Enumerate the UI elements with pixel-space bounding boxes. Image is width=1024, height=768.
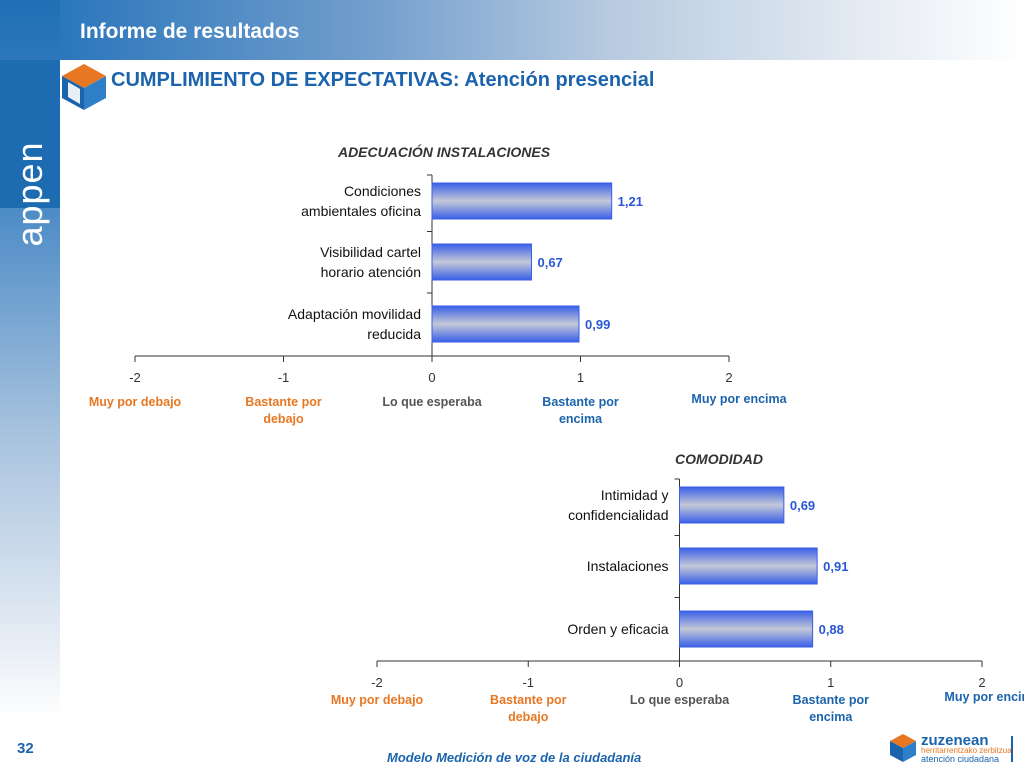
bar xyxy=(679,486,785,524)
category-label: Orden y eficacia xyxy=(567,621,668,637)
category-label: horario atención xyxy=(321,264,421,280)
data-label: 0,99 xyxy=(585,317,610,332)
zuzenean-brand-divider xyxy=(1011,736,1013,762)
scale-label: Bastante por xyxy=(490,693,567,707)
scale-label: debajo xyxy=(263,412,304,426)
scale-label: Muy por debajo xyxy=(331,693,424,707)
header-title: Informe de resultados xyxy=(80,20,300,43)
tick-label: 0 xyxy=(428,370,435,385)
category-label: Visibilidad cartel xyxy=(320,244,421,260)
tick-label: -2 xyxy=(129,370,141,385)
chart-title: COMODIDAD xyxy=(675,451,763,467)
bar xyxy=(431,182,613,220)
zuzenean-brand-line-1: herritarrentzako zerbitzua xyxy=(921,746,1012,755)
bar xyxy=(431,305,580,343)
tick-label: 2 xyxy=(725,370,732,385)
scale-label: debajo xyxy=(508,710,549,724)
scale-label: Muy por encima xyxy=(944,690,1024,704)
tick-label: 2 xyxy=(978,675,985,690)
bar xyxy=(431,243,532,281)
category-label: Condiciones xyxy=(344,183,421,199)
data-label: 0,88 xyxy=(819,622,844,637)
category-label: ambientales oficina xyxy=(301,203,421,219)
slide-title: CUMPLIMIENTO DE EXPECTATIVAS: Atención p… xyxy=(111,69,655,91)
data-label: 0,69 xyxy=(790,498,815,513)
scale-label: encima xyxy=(559,412,603,426)
header-band xyxy=(0,0,1024,60)
scale-label: Bastante por xyxy=(542,395,619,409)
zuzenean-brand-line-2: atención ciudadana xyxy=(921,754,1000,764)
category-label: reducida xyxy=(367,326,421,342)
page-number: 32 xyxy=(17,740,34,757)
scale-label: Bastante por xyxy=(793,693,870,707)
scale-label: Muy por debajo xyxy=(89,395,182,409)
category-label: Intimidad y xyxy=(601,487,669,503)
zuzenean-cube-icon xyxy=(890,734,916,762)
data-label: 0,91 xyxy=(823,559,848,574)
category-label: Instalaciones xyxy=(587,558,669,574)
scale-label: Lo que esperaba xyxy=(630,693,730,707)
tick-label: -1 xyxy=(522,675,534,690)
category-label: Adaptación movilidad xyxy=(288,306,421,322)
scale-label: Bastante por xyxy=(245,395,322,409)
tick-label: -1 xyxy=(278,370,290,385)
tick-label: 0 xyxy=(676,675,683,690)
data-label: 0,67 xyxy=(537,255,562,270)
tick-label: 1 xyxy=(827,675,834,690)
scale-label: Lo que esperaba xyxy=(382,395,482,409)
appen-logo: appen xyxy=(0,60,60,247)
scale-label: encima xyxy=(809,710,853,724)
bar xyxy=(679,547,818,585)
scale-label: Muy por encima xyxy=(691,392,787,406)
tick-label: -2 xyxy=(371,675,383,690)
category-label: confidencialidad xyxy=(568,507,668,523)
tick-label: 1 xyxy=(577,370,584,385)
bar xyxy=(679,610,814,648)
chart-title: ADECUACIÓN INSTALACIONES xyxy=(337,143,551,160)
zuzenean-brand-name: zuzenean xyxy=(921,732,989,749)
data-label: 1,21 xyxy=(618,194,643,209)
footer-caption: Modelo Medición de voz de la ciudadanía xyxy=(387,750,642,765)
cube-icon xyxy=(62,64,106,110)
